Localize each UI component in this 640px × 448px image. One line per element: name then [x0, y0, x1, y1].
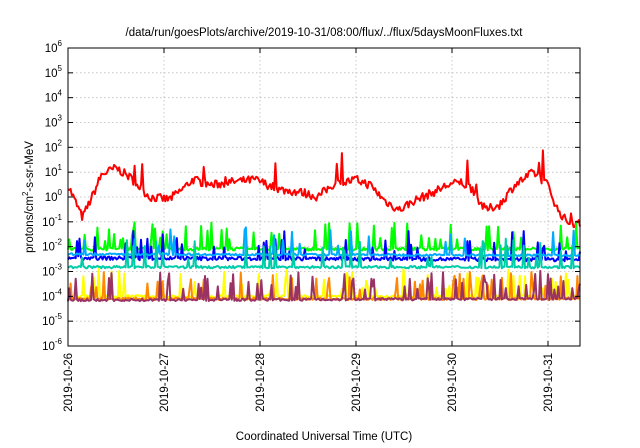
- x-tick-label: 2019-10-28: [255, 353, 267, 412]
- x-tick-label: 2019-10-27: [159, 353, 171, 412]
- y-tick-label: 106: [45, 39, 63, 55]
- y-tick-label: 100: [45, 188, 63, 204]
- y-axis-label-b: -s-sr-MeV: [24, 141, 36, 192]
- y-axis-label: protons/cm2-s-sr-MeV: [21, 141, 36, 253]
- y-axis-label-a: protons/cm: [24, 196, 36, 253]
- y-tick-label: 10-3: [42, 263, 62, 279]
- series-line: [67, 237, 581, 270]
- y-tick-label: 102: [45, 138, 63, 154]
- y-tick-label: 10-5: [42, 312, 62, 328]
- chart-title: /data/run/goesPlots/archive/2019-10-31/0…: [126, 27, 524, 39]
- y-tick-label: 104: [45, 89, 63, 105]
- series-line: [67, 149, 581, 229]
- y-tick-label: 10-6: [42, 337, 62, 353]
- x-tick-label: 2019-10-30: [447, 353, 459, 412]
- y-axis-label-sup: 2: [21, 191, 30, 196]
- y-tick-label: 101: [45, 163, 63, 179]
- series-line: [67, 269, 581, 303]
- x-tick-label: 2019-10-26: [63, 353, 75, 412]
- y-tick-label: 105: [45, 64, 63, 80]
- series-layer: [67, 149, 581, 303]
- x-tick-label: 2019-10-31: [543, 353, 555, 412]
- y-tick-label: 10-1: [42, 213, 62, 229]
- y-tick-label: 103: [45, 114, 63, 130]
- y-tick-label: 10-4: [42, 287, 62, 303]
- x-axis-label: Coordinated Universal Time (UTC): [236, 431, 413, 443]
- y-tick-label: 10-2: [42, 238, 62, 254]
- x-axis: 2019-10-26 2019-10-27 2019-10-28 2019-10-29…: [63, 48, 555, 412]
- y-axis: 10-6 10-5 10-4 10-3 10-2 10-1 100 101 102 103 104 1…: [42, 39, 580, 353]
- x-tick-label: 2019-10-29: [351, 353, 363, 412]
